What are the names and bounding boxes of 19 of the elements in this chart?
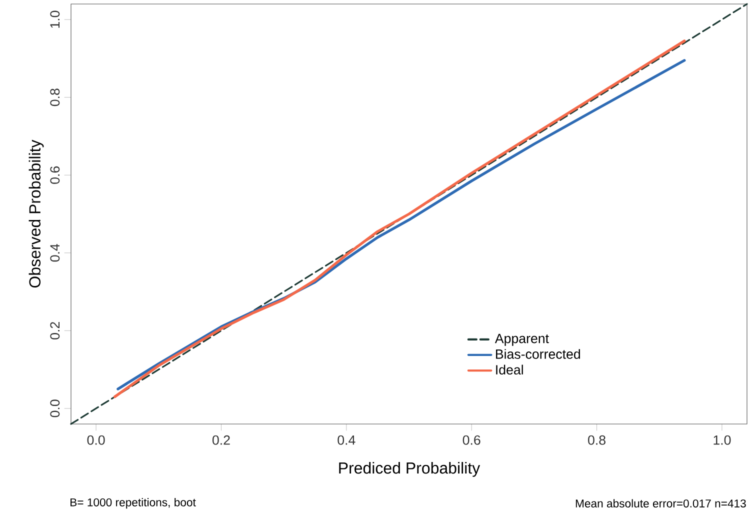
- y-tick-label: 0.0: [50, 400, 60, 418]
- y-tick-label: 0.8: [50, 88, 60, 106]
- legend-label: Apparent: [494, 334, 549, 346]
- x-tick-label: 0.8: [588, 435, 606, 445]
- x-axis-title: Prediced Probability: [339, 462, 480, 477]
- y-tick-label: 0.6: [50, 166, 60, 184]
- x-tick-label: 0.2: [212, 435, 230, 445]
- y-tick-label: 1.0: [50, 10, 60, 28]
- y-tick-label: 0.4: [50, 244, 60, 262]
- legend-label: Bias-corrected: [496, 349, 580, 359]
- legend-label: Ideal: [496, 364, 523, 375]
- text: Mean absolute error=0.017 n=413: [576, 499, 746, 508]
- x-tick-label: 0.4: [338, 435, 356, 445]
- y-axis-title: Observed Probability: [28, 140, 44, 288]
- x-tick-label: 0.0: [87, 435, 105, 445]
- x-tick-label: 1.0: [714, 435, 731, 445]
- x-tick-label: 0.6: [462, 435, 480, 445]
- text: B= 1000 repetitions, boot: [70, 498, 196, 509]
- y-tick-label: 0.2: [50, 322, 60, 340]
